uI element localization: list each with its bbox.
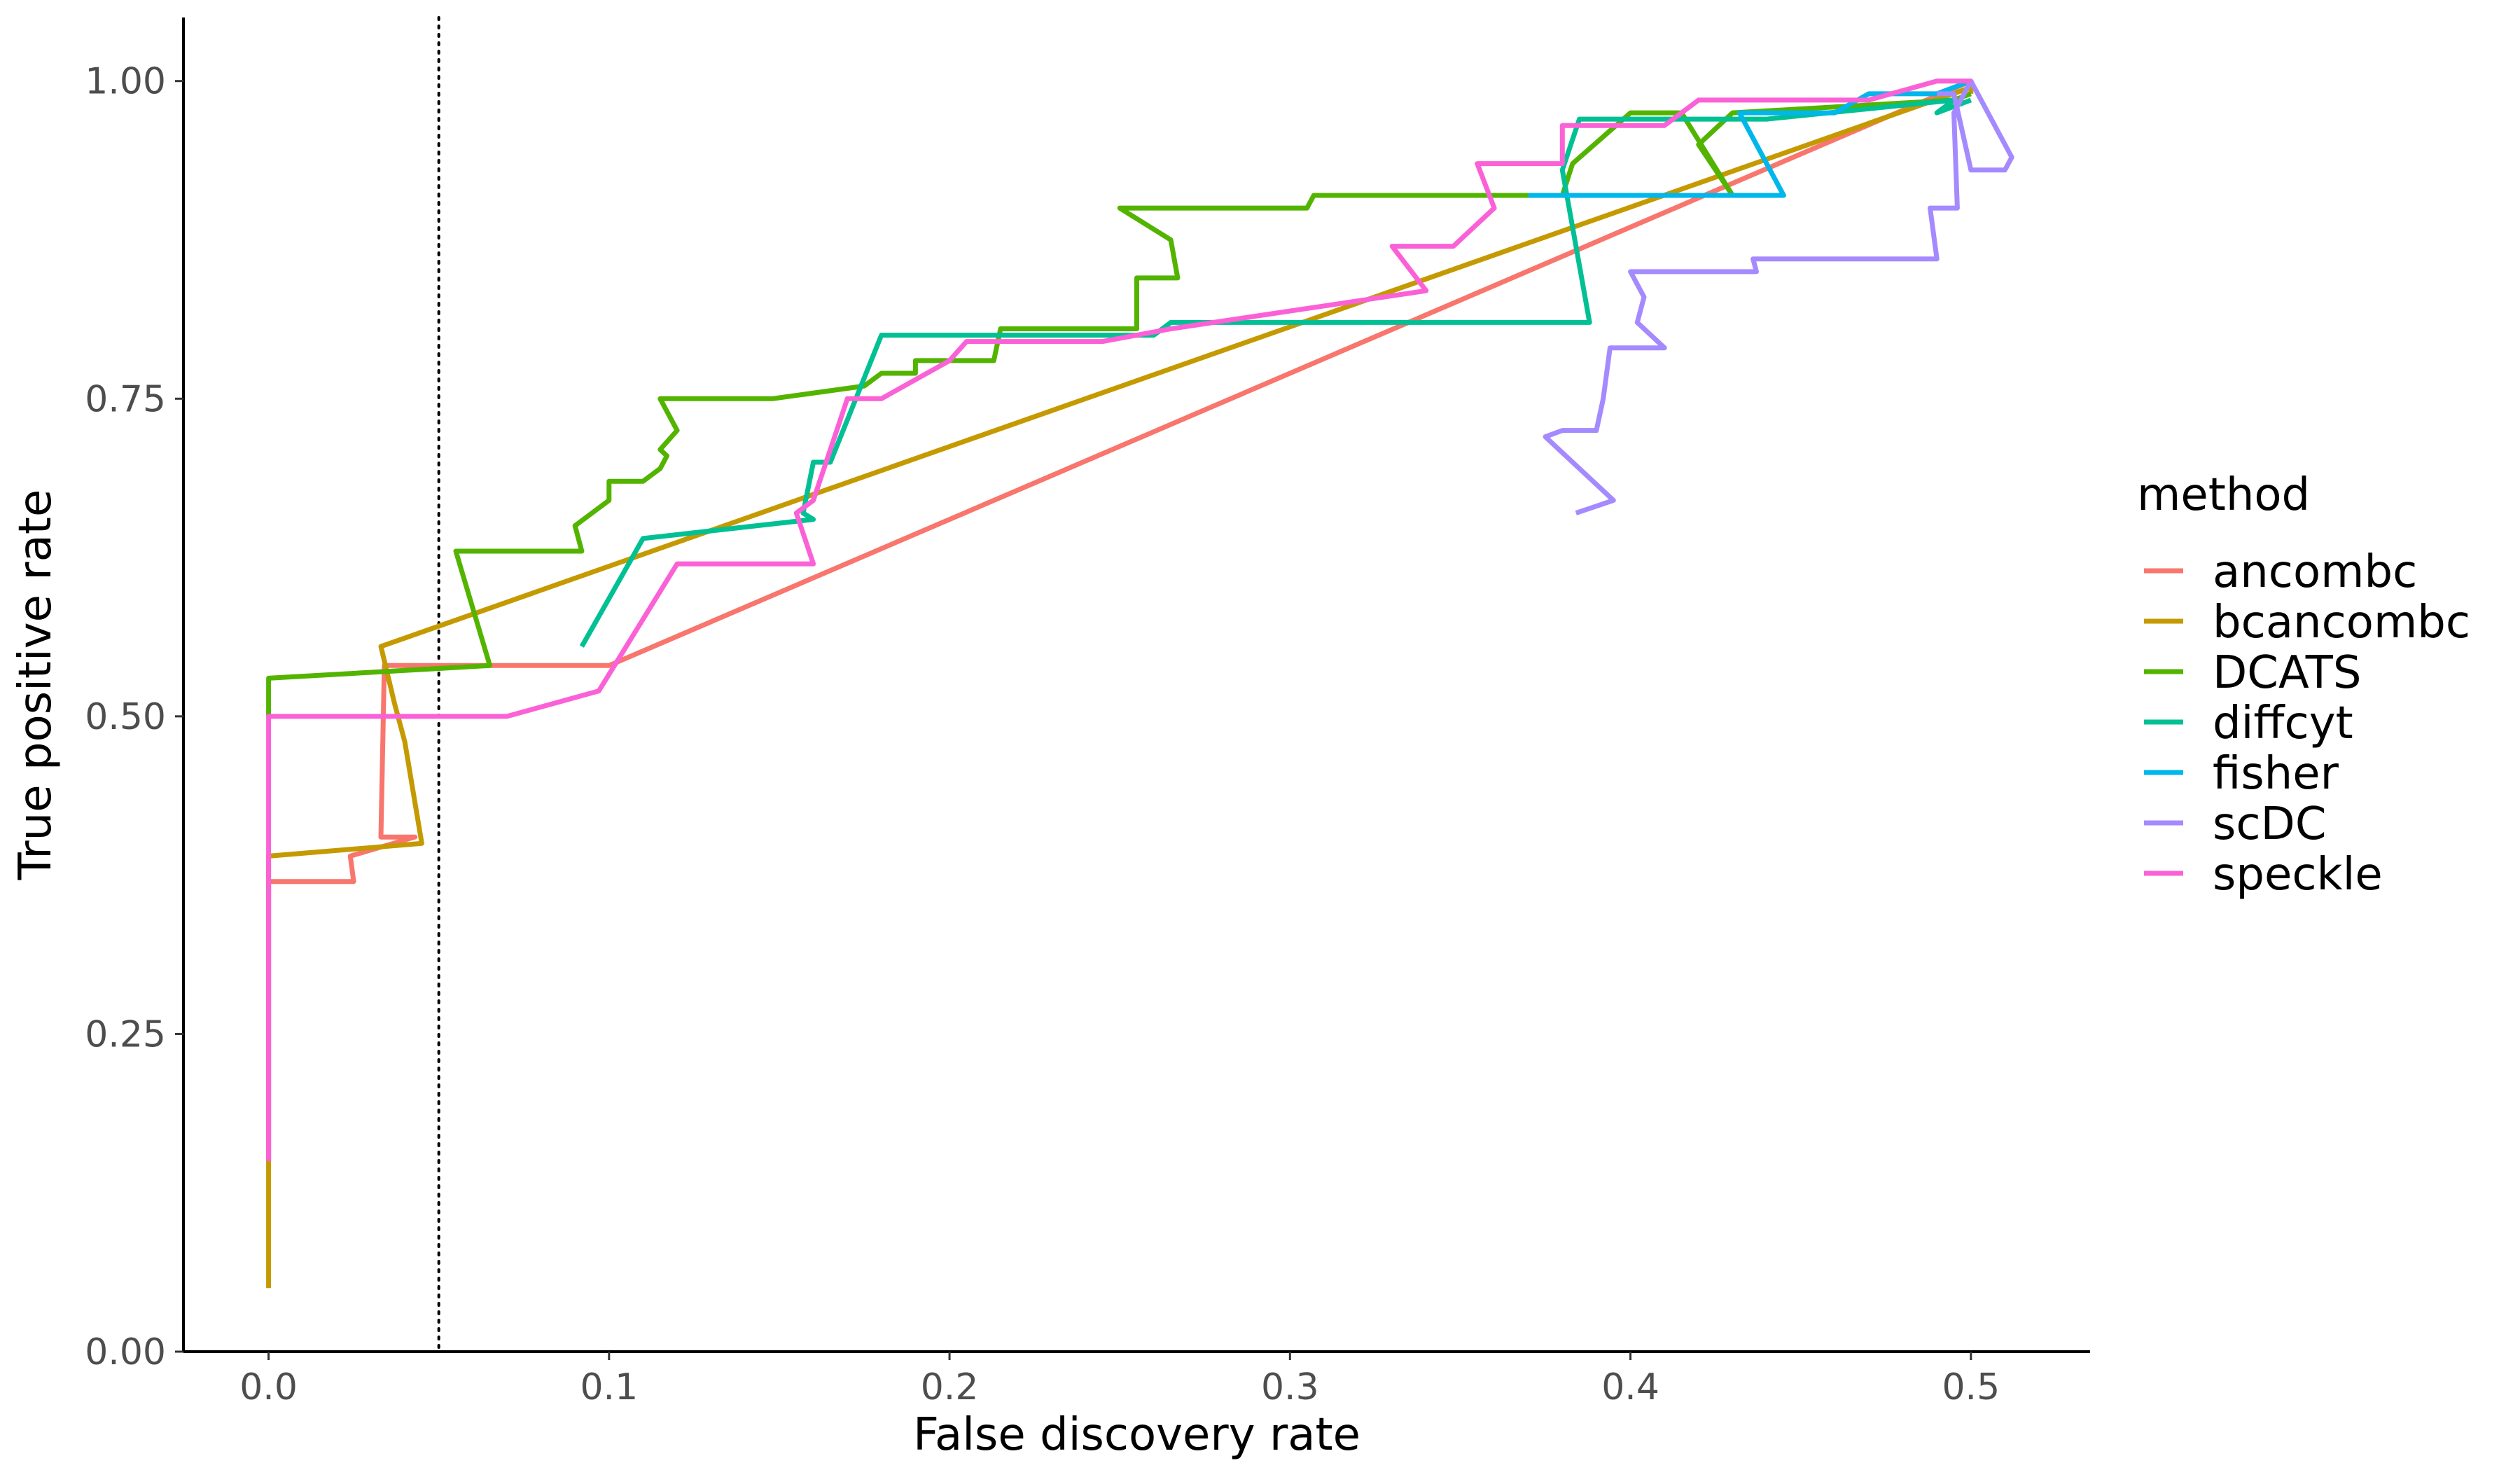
y-tick-label: 1.00 — [85, 61, 166, 103]
plot-area: 0.00 0.25 0.50 0.75 1.00 0.0 0.1 0.2 0.3 0.4 0.5 — [85, 16, 2090, 1408]
series-line-bcancombc — [266, 85, 1974, 1289]
x-tick-label: 0.4 — [1601, 1366, 1659, 1408]
legend-label-fisher: fisher — [2213, 748, 2339, 800]
legend-title: method — [2137, 469, 2310, 521]
x-tick-label: 0.2 — [921, 1366, 979, 1408]
y-tick-label: 0.00 — [85, 1331, 166, 1373]
legend-label-diffcyt: diffcyt — [2213, 698, 2353, 749]
x-tick-label: 0.5 — [1942, 1366, 2000, 1408]
x-tick-label: 0.1 — [580, 1366, 638, 1408]
series-line-speckle — [266, 78, 1971, 1161]
y-axis-title: True positive rate — [10, 490, 62, 881]
legend-label-dcats: DCATS — [2213, 647, 2362, 699]
legend: method ancombcbcancombcDCATSdiffcytfishe… — [2137, 469, 2470, 901]
legend-label-scdc: scDC — [2213, 798, 2327, 850]
legend-label-ancombc: ancombc — [2213, 546, 2417, 598]
series-line-scdc — [1543, 78, 2014, 515]
y-tick-label: 0.50 — [85, 696, 166, 738]
legend-label-speckle: speckle — [2213, 849, 2383, 901]
y-tick-label: 0.25 — [85, 1013, 166, 1055]
x-tick-label: 0.3 — [1261, 1366, 1319, 1408]
x-tick-label: 0.0 — [239, 1366, 298, 1408]
series-line-ancombc — [266, 78, 1972, 1161]
x-axis-title: False discovery rate — [913, 1409, 1360, 1461]
y-tick-label: 0.75 — [85, 378, 166, 420]
legend-label-bcancombc: bcancombc — [2213, 597, 2470, 649]
